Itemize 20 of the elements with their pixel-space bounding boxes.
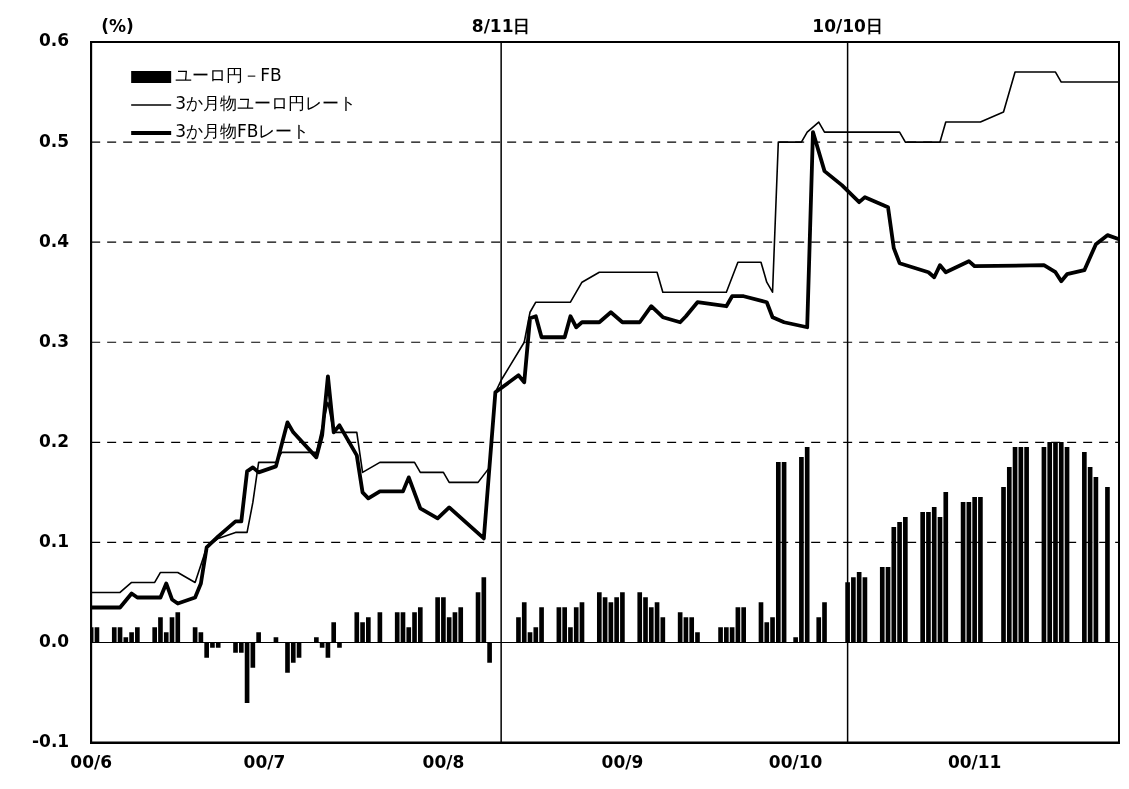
legend-label: ユーロ円－FB — [175, 65, 282, 86]
y-tick-label: 0.1 — [39, 530, 70, 551]
y-tick-label: 0.6 — [39, 30, 70, 51]
x-tick-label: 00/6 — [70, 752, 113, 773]
legend-label: 3か月物FBレート — [175, 121, 310, 142]
y-tick-label: 0.4 — [39, 230, 70, 251]
legend-label: 3か月物ユーロ円レート — [175, 93, 356, 114]
y-tick-label: -0.1 — [32, 731, 70, 752]
y-axis-title: (%) — [101, 15, 134, 36]
ref-line-label: 10/10日 — [812, 15, 883, 36]
y-tick-label: 0.0 — [39, 630, 70, 651]
y-tick-label: 0.2 — [39, 430, 70, 451]
x-tick-label: 00/11 — [947, 752, 1002, 773]
x-tick-label: 00/8 — [422, 752, 465, 773]
x-tick-label: 00/10 — [768, 752, 823, 773]
ref-line-label: 8/11日 — [471, 15, 531, 36]
x-tick-label: 00/9 — [601, 752, 644, 773]
x-tick-label: 00/7 — [243, 752, 286, 773]
y-tick-label: 0.3 — [39, 330, 70, 351]
y-tick-label: 0.5 — [39, 130, 70, 151]
